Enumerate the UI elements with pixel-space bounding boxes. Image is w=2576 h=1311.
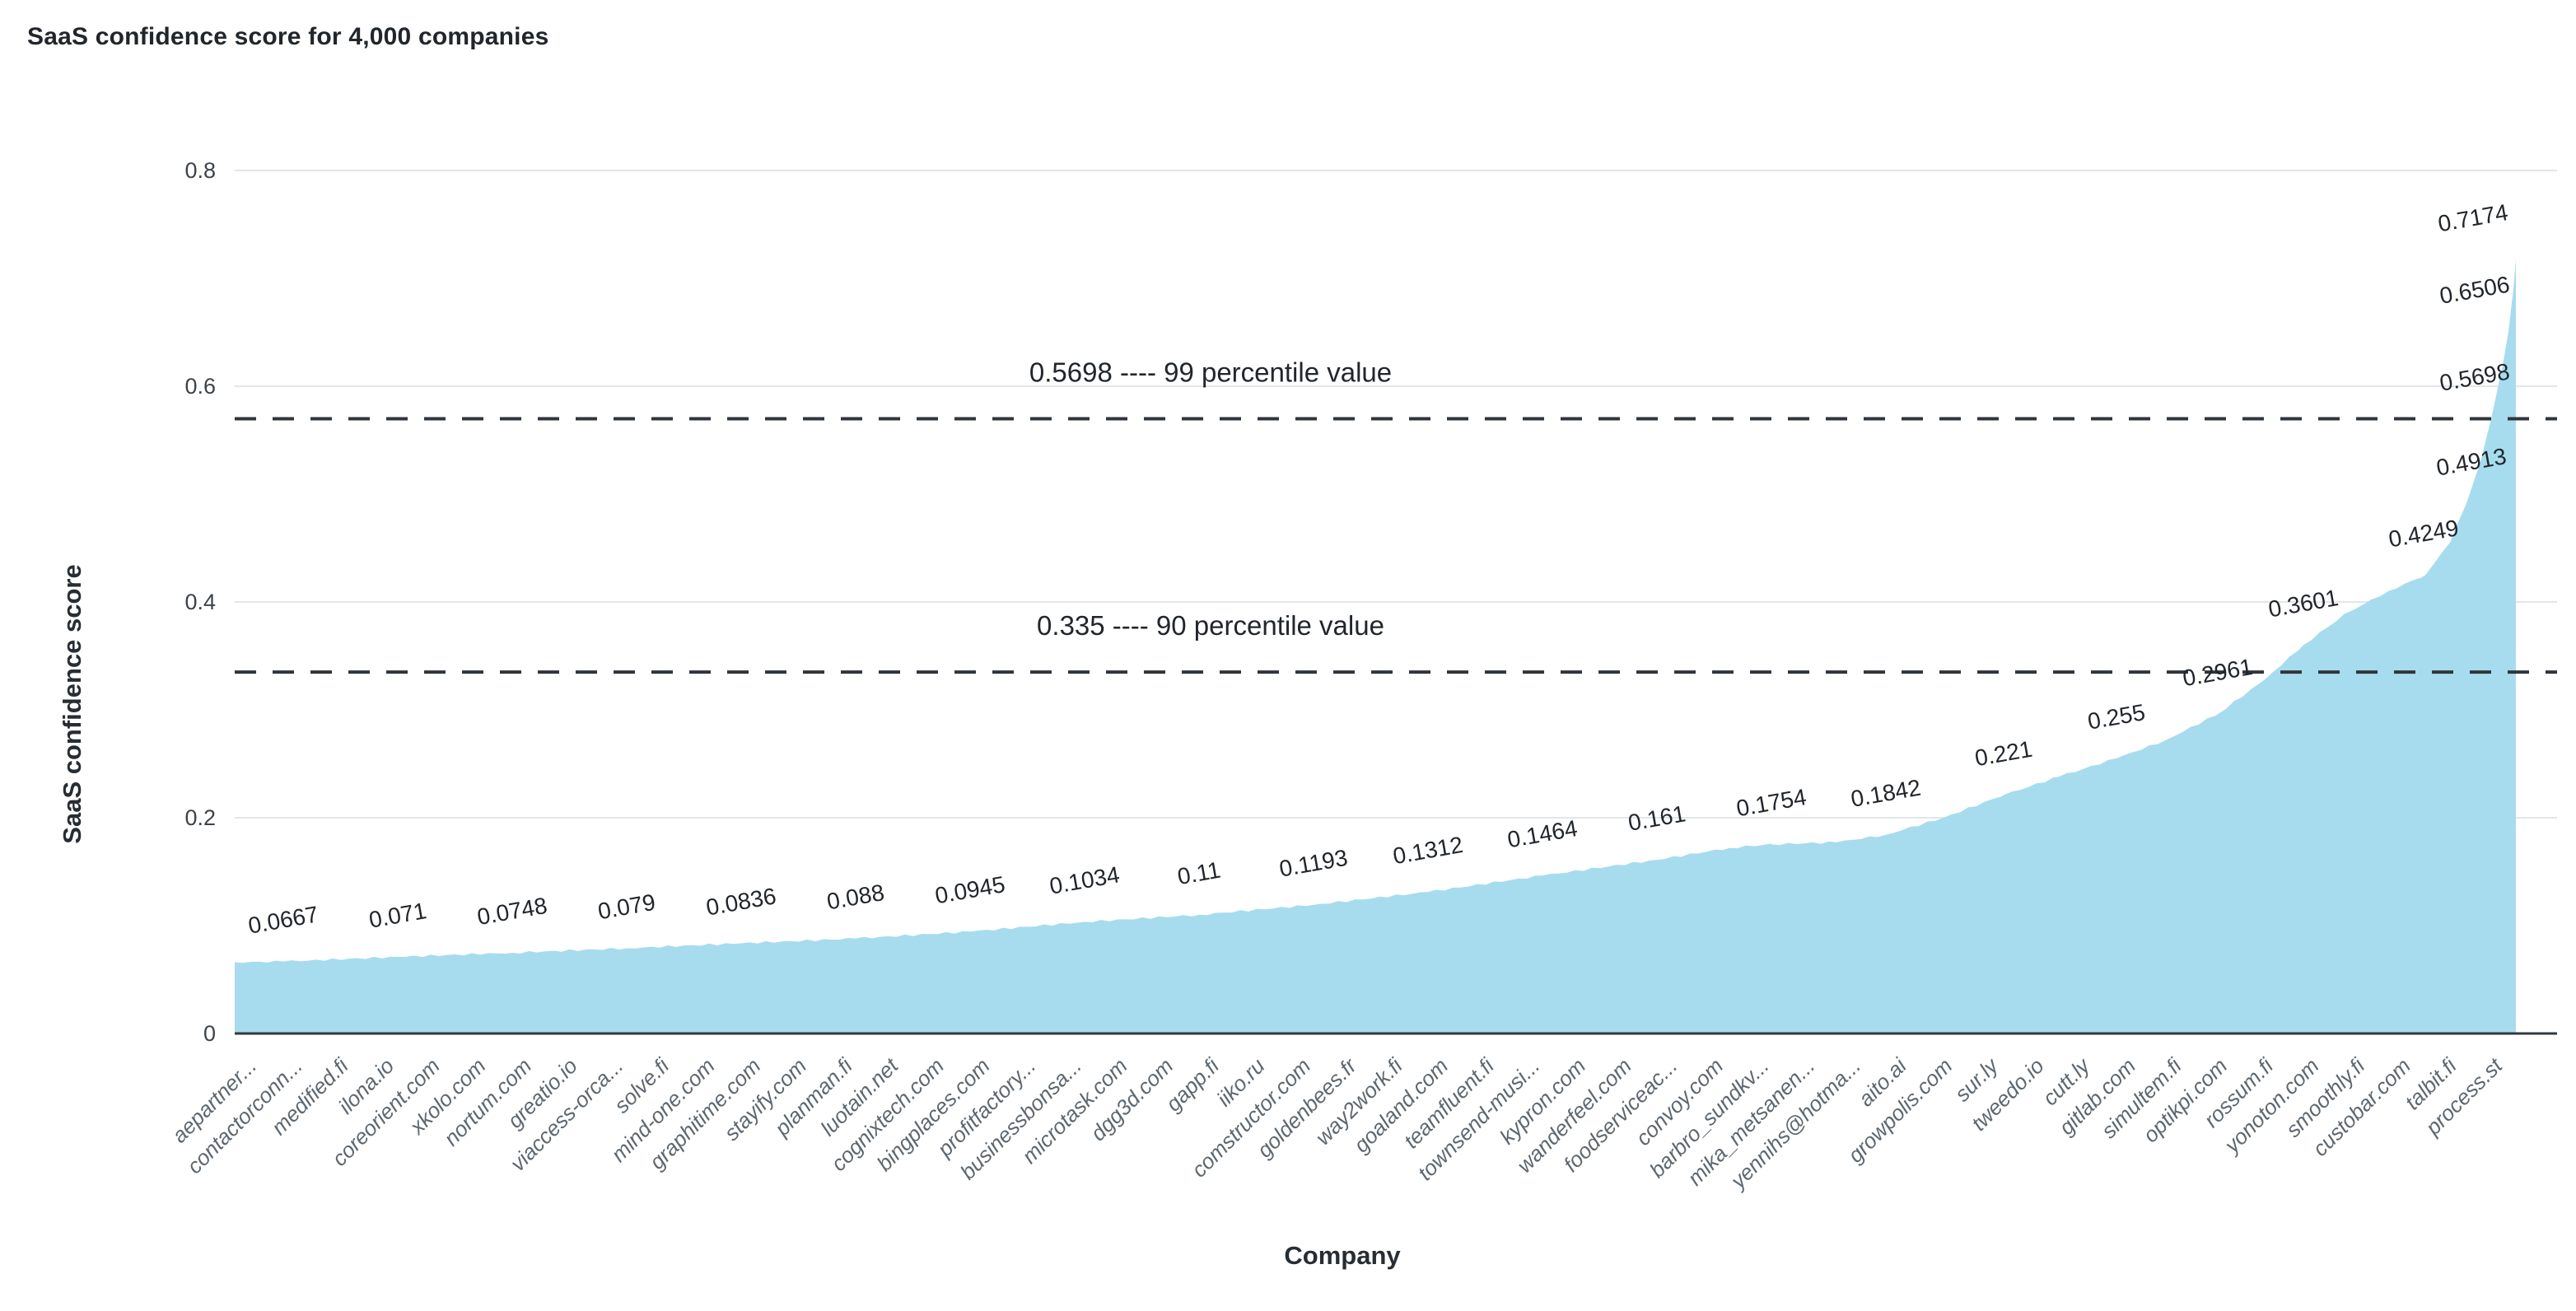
value-label-8: 0.11 [1175,857,1222,890]
value-label-10: 0.1312 [1391,832,1465,869]
value-label-14: 0.1842 [1849,775,1923,812]
annotation-99th-percentile: 0.5698 ---- 99 percentile value [1029,357,1392,388]
x-axis-title: Company [1284,1241,1401,1270]
x-tick-label-21: gapp.fi [1161,1052,1225,1116]
value-label-4: 0.0836 [704,883,778,920]
y-tick-label-0.4: 0.4 [184,590,216,614]
value-label-11: 0.1464 [1505,815,1580,852]
value-label-9: 0.1193 [1277,845,1350,882]
value-label-7: 0.1034 [1048,861,1122,898]
value-label-2: 0.0748 [475,893,549,930]
y-tick-label-0.6: 0.6 [184,374,216,399]
value-label-22: 0.6506 [2438,272,2512,309]
chart-title: SaaS confidence score for 4,000 companie… [27,23,549,50]
value-label-1: 0.071 [367,898,428,933]
value-label-18: 0.3601 [2266,585,2340,622]
value-label-0: 0.0667 [246,901,320,938]
y-tick-label-0: 0 [203,1021,216,1046]
y-axis-title: SaaS confidence score [58,564,86,843]
value-label-17: 0.2961 [2181,654,2255,691]
y-tick-label-0.8: 0.8 [184,158,216,183]
value-label-15: 0.221 [1973,736,2034,772]
annotation-90th-percentile: 0.335 ---- 90 percentile value [1037,610,1384,641]
y-tick-label-0.2: 0.2 [184,805,216,830]
value-label-13: 0.1754 [1734,784,1808,821]
value-label-5: 0.088 [825,879,886,915]
value-label-6: 0.0945 [933,871,1007,908]
value-label-12: 0.161 [1626,800,1687,836]
value-label-3: 0.079 [596,889,657,925]
value-label-23: 0.7174 [2436,199,2510,236]
value-label-16: 0.255 [2086,699,2147,735]
confidence-score-area-series[interactable] [235,259,2516,1033]
